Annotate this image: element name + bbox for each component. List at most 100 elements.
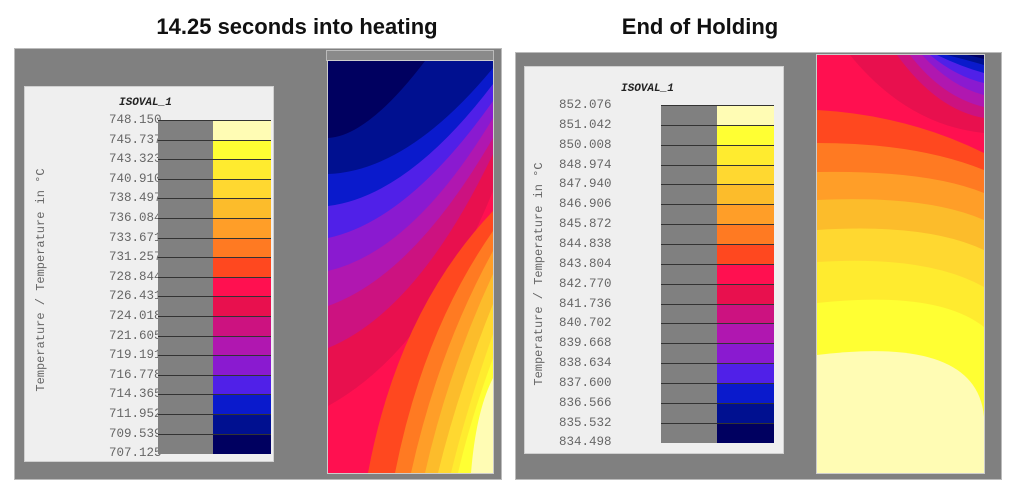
panel-title-heating: 14.25 seconds into heating xyxy=(156,14,438,39)
legend-gray-cell xyxy=(661,382,717,404)
panel-title-holding: End of Holding xyxy=(621,14,779,39)
legend-level-label: 731.257 xyxy=(109,250,162,265)
legend-color-swatch xyxy=(717,422,774,444)
legend-gray-cell xyxy=(158,433,213,455)
legend-color-swatch xyxy=(213,355,271,376)
legend-level-label: 724.018 xyxy=(109,309,162,323)
legend-level-label: 733.671 xyxy=(109,230,162,245)
legend-holding: ISOVAL_1 Temperature / Temperature in °C… xyxy=(524,66,784,454)
legend-color-swatch xyxy=(213,374,271,396)
legend-axis-label: Temperature / Temperature in °C xyxy=(532,162,546,386)
legend-color-swatch xyxy=(213,198,271,219)
legend-gray-cell xyxy=(661,402,717,424)
legend-color-swatch xyxy=(213,159,271,180)
legend-level-label: 714.365 xyxy=(109,387,162,402)
legend-level-label: 847.940 xyxy=(559,177,612,192)
legend-level-label: 709.539 xyxy=(109,426,162,441)
legend-level-label: 836.566 xyxy=(559,395,612,410)
legend-level-label: 841.736 xyxy=(559,296,612,311)
legend-gray-cell xyxy=(158,237,213,259)
legend-level-label: 834.498 xyxy=(559,435,612,450)
legend-color-swatch xyxy=(717,243,774,265)
legend-color-swatch xyxy=(717,283,774,305)
legend-gray-cell xyxy=(158,257,213,278)
legend-color-swatch xyxy=(717,144,774,166)
legend-level-label: 721.605 xyxy=(109,328,162,343)
legend-level-label: 738.497 xyxy=(109,191,162,206)
legend-color-swatch xyxy=(717,263,774,285)
legend-title: ISOVAL_1 xyxy=(621,83,674,95)
contour-plot-heating xyxy=(327,60,494,474)
legend-level-label: 726.431 xyxy=(109,289,162,304)
legend-level-label: 835.532 xyxy=(559,415,612,430)
legend-gray-cell xyxy=(661,363,717,384)
legend-gray-cell xyxy=(158,355,213,376)
legend-gray-cell xyxy=(661,303,717,325)
legend-color-swatch xyxy=(717,382,774,404)
legend-color-swatch xyxy=(717,124,774,146)
legend-gray-cell xyxy=(661,283,717,305)
legend-level-label: 845.872 xyxy=(559,217,612,232)
legend-level-label: 846.906 xyxy=(559,197,612,212)
legend-level-label: 852.076 xyxy=(559,98,612,112)
legend-color-swatch xyxy=(717,105,774,126)
legend-color-swatch xyxy=(717,402,774,424)
legend-level-label: 743.323 xyxy=(109,152,162,167)
legend-gray-cell xyxy=(158,139,213,161)
legend-gray-cell xyxy=(661,343,717,365)
legend-color-swatch xyxy=(213,218,271,239)
legend-level-label: 840.702 xyxy=(559,316,612,331)
legend-level-label: 844.838 xyxy=(559,236,612,251)
legend-level-label: 745.737 xyxy=(109,132,162,147)
legend-color-swatch xyxy=(717,303,774,325)
legend-axis-label: Temperature / Temperature in °C xyxy=(34,168,48,392)
legend-color-swatch xyxy=(717,224,774,245)
legend-color-swatch xyxy=(213,335,271,357)
legend-color-swatch xyxy=(213,296,271,317)
legend-level-label: 728.844 xyxy=(109,269,162,284)
legend-color-swatch xyxy=(213,316,271,337)
legend-gray-cell xyxy=(661,105,717,126)
legend-gray-cell xyxy=(661,144,717,166)
legend-gray-cell xyxy=(158,374,213,396)
legend-gray-cell xyxy=(158,276,213,298)
contour-plot-holding xyxy=(816,54,985,474)
legend-color-swatch xyxy=(213,414,271,435)
legend-gray-cell xyxy=(661,323,717,345)
legend-color-swatch xyxy=(213,257,271,278)
legend-level-label: 719.191 xyxy=(109,348,162,363)
contour-band xyxy=(817,351,984,473)
legend-gray-cell xyxy=(158,120,213,141)
legend-level-label: 716.778 xyxy=(109,367,162,382)
legend-level-label: 851.042 xyxy=(559,117,612,132)
legend-level-label: 736.084 xyxy=(109,211,162,225)
legend-color-swatch xyxy=(213,237,271,259)
legend-level-label: 839.668 xyxy=(559,336,612,351)
legend-color-swatch xyxy=(213,120,271,141)
legend-gray-cell xyxy=(158,159,213,180)
legend-level-label: 711.952 xyxy=(109,407,162,421)
legend-level-label: 740.910 xyxy=(109,171,162,186)
legend-gray-cell xyxy=(661,243,717,265)
legend-color-swatch xyxy=(717,363,774,384)
legend-color-swatch xyxy=(717,204,774,226)
legend-level-label: 848.974 xyxy=(559,157,612,172)
legend-gray-cell xyxy=(661,422,717,444)
legend-title: ISOVAL_1 xyxy=(119,97,172,109)
legend-gray-cell xyxy=(661,184,717,206)
legend-color-swatch xyxy=(213,276,271,298)
legend-level-label: 748.150 xyxy=(109,113,162,127)
legend-gray-cell xyxy=(661,164,717,186)
legend-gray-cell xyxy=(158,296,213,317)
legend-color-swatch xyxy=(213,433,271,455)
legend-color-swatch xyxy=(717,164,774,186)
legend-level-label: 707.125 xyxy=(109,446,162,461)
legend-color-swatch xyxy=(213,139,271,161)
legend-level-label: 837.600 xyxy=(559,375,612,390)
legend-gray-cell xyxy=(661,224,717,245)
legend-color-swatch xyxy=(717,184,774,206)
contour-band xyxy=(471,378,493,473)
legend-level-label: 842.770 xyxy=(559,276,612,291)
legend-gray-cell xyxy=(158,335,213,357)
legend-color-swatch xyxy=(213,394,271,415)
